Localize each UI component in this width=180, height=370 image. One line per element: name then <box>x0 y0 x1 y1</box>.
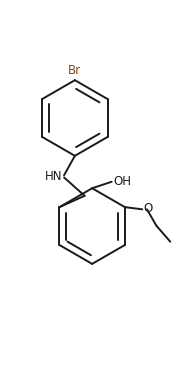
Text: HN: HN <box>44 170 62 183</box>
Text: OH: OH <box>114 175 132 188</box>
Text: O: O <box>143 202 152 215</box>
Text: Br: Br <box>68 64 81 77</box>
